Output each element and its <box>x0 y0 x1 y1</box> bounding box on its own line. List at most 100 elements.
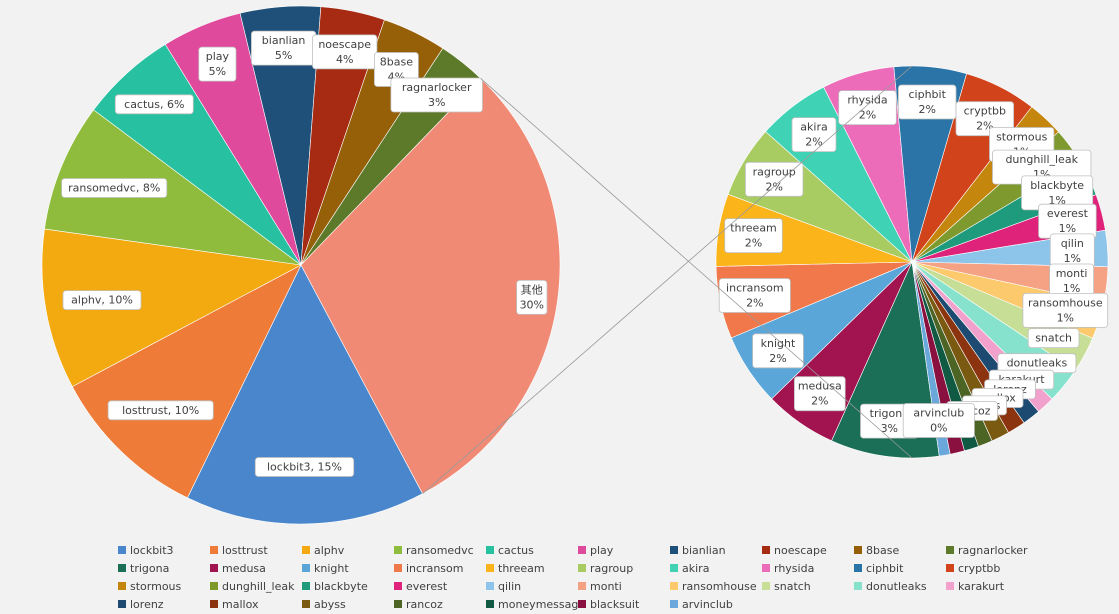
legend-label: blacksuit <box>590 597 640 611</box>
legend-swatch <box>670 600 678 608</box>
legend-swatch <box>670 582 678 590</box>
svg-text:1%: 1% <box>1063 282 1080 295</box>
svg-text:arvinclub: arvinclub <box>913 407 964 420</box>
main-pie-label-ransomedvc: ransomedvc, 8% <box>61 178 168 198</box>
legend-label: alphv <box>314 543 345 557</box>
legend-item-lorenz: lorenz <box>118 596 210 612</box>
legend-item-incransom: incransom <box>394 560 486 576</box>
legend-item-cryptbb: cryptbb <box>946 560 1038 576</box>
main-pie-label-ragnarlocker: ragnarlocker 3% <box>390 77 483 113</box>
svg-text:alphv, 10%: alphv, 10% <box>71 294 133 307</box>
svg-text:knight: knight <box>761 337 796 350</box>
legend-label: rhysida <box>774 561 815 575</box>
legend-label: rancoz <box>406 597 443 611</box>
svg-text:ransomedvc, 8%: ransomedvc, 8% <box>68 182 160 195</box>
legend-label: cryptbb <box>958 561 1001 575</box>
legend-item-arvinclub: arvinclub <box>670 596 762 612</box>
legend-swatch <box>578 600 586 608</box>
legend-item-ciphbit: ciphbit <box>854 560 946 576</box>
legend-swatch <box>762 564 770 572</box>
main-pie-slice-ransomedvc <box>44 109 302 266</box>
legend-label: stormous <box>130 579 182 593</box>
svg-text:lockbit3, 15%: lockbit3, 15% <box>267 461 342 474</box>
svg-text:snatch: snatch <box>1035 332 1072 345</box>
svg-text:donutleaks: donutleaks <box>1007 357 1068 370</box>
legend-label: cactus <box>498 543 534 557</box>
legend-item-8base: 8base <box>854 542 946 558</box>
legend-item-blacksuit: blacksuit <box>578 596 670 612</box>
legend-item-moneymessage: moneymessage <box>486 596 585 612</box>
legend-item-alphv: alphv <box>302 542 394 558</box>
legend-item-threeam: threeam <box>486 560 578 576</box>
legend-item-play: play <box>578 542 670 558</box>
legend-item-rhysida: rhysida <box>762 560 854 576</box>
main-pie-label-lockbit3: lockbit3, 15% <box>254 457 355 477</box>
legend-swatch <box>670 546 678 554</box>
legend-swatch <box>394 600 402 608</box>
svg-text:5%: 5% <box>209 65 226 78</box>
legend-swatch <box>210 564 218 572</box>
connector-line-top <box>422 65 913 495</box>
main-pie-slice-lockbit3 <box>187 264 423 525</box>
legend-item-ragnarlocker: ragnarlocker <box>946 542 1038 558</box>
svg-text:blackbyte: blackbyte <box>1030 179 1084 192</box>
svg-text:8base: 8base <box>380 56 413 69</box>
svg-text:3%: 3% <box>428 96 445 109</box>
legend-label: ransomedvc <box>406 543 474 557</box>
svg-text:0%: 0% <box>930 422 947 435</box>
legend-item-qilin: qilin <box>486 578 578 594</box>
svg-text:1%: 1% <box>1064 252 1081 265</box>
legend-item-knight: knight <box>302 560 394 576</box>
legend-item-ransomedvc: ransomedvc <box>394 542 486 558</box>
svg-text:bianlian: bianlian <box>262 34 306 47</box>
legend-swatch <box>578 564 586 572</box>
legend-label: moneymessage <box>498 597 586 611</box>
legend-label: ransomhouse <box>682 579 757 593</box>
main-pie-label-noescape: noescape 4% <box>312 34 378 70</box>
legend-label: knight <box>314 561 349 575</box>
legend-item-abyss: abyss <box>302 596 394 612</box>
legend-item-donutleaks: donutleaks <box>854 578 946 594</box>
legend-label: everest <box>406 579 448 593</box>
main-pie-label-cactus: cactus, 6% <box>114 94 194 115</box>
legend-swatch <box>118 564 126 572</box>
legend-swatch <box>118 600 126 608</box>
svg-text:2%: 2% <box>976 120 993 133</box>
legend-swatch <box>670 564 678 572</box>
legend-label: mallox <box>222 597 259 611</box>
legend-label: arvinclub <box>682 597 733 611</box>
secondary-pie-label-ransomhouse: ransomhouse 1% <box>1022 292 1109 328</box>
legend-label: abyss <box>314 597 346 611</box>
svg-text:trigona: trigona <box>870 407 909 420</box>
svg-text:incransom: incransom <box>726 282 784 295</box>
main-pie-slice-losttrust <box>71 264 302 499</box>
svg-text:play: play <box>206 50 230 63</box>
legend-label: 8base <box>866 543 900 557</box>
legend-item-noescape: noescape <box>762 542 854 558</box>
secondary-pie-label-medusa: medusa 2% <box>794 376 846 412</box>
legend-item-stormous: stormous <box>118 578 210 594</box>
main-pie-label-losttrust: losttrust, 10% <box>107 400 214 421</box>
svg-text:everest: everest <box>1047 207 1089 220</box>
legend-label: ragnarlocker <box>958 543 1028 557</box>
legend-label: blackbyte <box>314 579 368 593</box>
svg-text:1%: 1% <box>1059 222 1076 235</box>
legend-item-karakurt: karakurt <box>946 578 1038 594</box>
secondary-pie-label-ciphbit: ciphbit 2% <box>898 84 957 120</box>
secondary-pie-label-monti: monti 1% <box>1049 263 1094 299</box>
svg-text:losttrust, 10%: losttrust, 10% <box>122 404 199 417</box>
svg-text:ciphbit: ciphbit <box>908 88 946 101</box>
svg-text:monti: monti <box>1056 267 1088 280</box>
chart-legend: lockbit3 losttrust alphv ransomedvc cactus pl… <box>118 542 1118 612</box>
svg-text:stormous: stormous <box>996 131 1048 144</box>
svg-text:5%: 5% <box>275 49 292 62</box>
legend-label: qilin <box>498 579 522 593</box>
legend-item-bianlian: bianlian <box>670 542 762 558</box>
svg-text:medusa: medusa <box>798 380 842 393</box>
secondary-pie-label-knight: knight 2% <box>752 333 804 369</box>
svg-text:2%: 2% <box>769 352 786 365</box>
secondary-pie-label-blackbyte: blackbyte 1% <box>1021 175 1094 211</box>
legend-item-mallox: mallox <box>210 596 302 612</box>
legend-label: donutleaks <box>866 579 927 593</box>
legend-label: snatch <box>774 579 811 593</box>
